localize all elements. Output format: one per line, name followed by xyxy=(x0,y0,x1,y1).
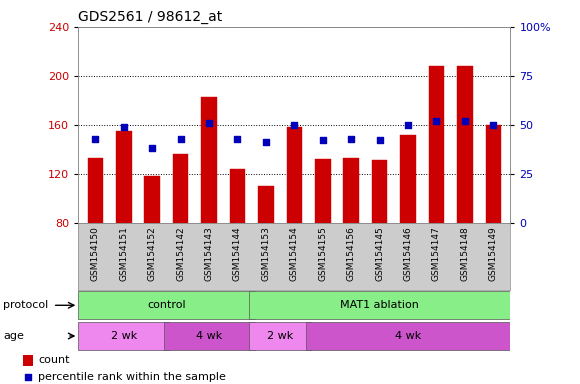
Bar xyxy=(201,97,217,223)
Point xyxy=(261,139,270,146)
Point xyxy=(176,136,185,142)
Point xyxy=(289,122,299,128)
Bar xyxy=(173,154,189,223)
Text: GSM154144: GSM154144 xyxy=(233,226,242,281)
Bar xyxy=(144,176,160,223)
Bar xyxy=(429,66,444,223)
Text: protocol: protocol xyxy=(3,300,48,310)
Point xyxy=(119,124,128,130)
Point xyxy=(489,122,498,128)
Text: percentile rank within the sample: percentile rank within the sample xyxy=(38,372,226,382)
Text: count: count xyxy=(38,355,70,365)
Bar xyxy=(287,127,302,223)
Point xyxy=(147,145,157,151)
Text: GSM154152: GSM154152 xyxy=(148,226,157,281)
Bar xyxy=(249,291,510,319)
Text: GSM154150: GSM154150 xyxy=(91,226,100,281)
Text: GSM154143: GSM154143 xyxy=(205,226,213,281)
Bar xyxy=(230,169,245,223)
Bar xyxy=(78,322,169,350)
Text: GSM154149: GSM154149 xyxy=(489,226,498,281)
Text: age: age xyxy=(3,331,24,341)
Text: GSM154146: GSM154146 xyxy=(404,226,412,281)
Text: control: control xyxy=(147,300,186,310)
Bar xyxy=(258,186,274,223)
Text: 2 wk: 2 wk xyxy=(267,331,293,341)
Text: 4 wk: 4 wk xyxy=(196,331,222,341)
Text: 4 wk: 4 wk xyxy=(395,331,421,341)
Bar xyxy=(78,291,255,319)
Point xyxy=(404,122,413,128)
Point xyxy=(233,136,242,142)
Text: GSM154154: GSM154154 xyxy=(290,226,299,281)
Bar xyxy=(315,159,331,223)
Point xyxy=(432,118,441,124)
Bar xyxy=(306,322,510,350)
Text: MAT1 ablation: MAT1 ablation xyxy=(340,300,419,310)
Bar xyxy=(485,125,501,223)
Text: GSM154142: GSM154142 xyxy=(176,226,185,281)
Text: 2 wk: 2 wk xyxy=(111,331,137,341)
Point xyxy=(432,305,441,311)
Text: GSM154148: GSM154148 xyxy=(461,226,469,281)
Bar xyxy=(343,158,359,223)
Text: GSM154151: GSM154151 xyxy=(119,226,128,281)
Point xyxy=(375,137,385,144)
Bar xyxy=(249,322,311,350)
Bar xyxy=(372,160,387,223)
Bar xyxy=(400,134,416,223)
Point xyxy=(318,137,328,144)
Point xyxy=(204,120,213,126)
Text: GSM154147: GSM154147 xyxy=(432,226,441,281)
Point xyxy=(90,136,100,142)
Bar xyxy=(88,158,103,223)
Bar xyxy=(116,131,132,223)
Text: GSM154156: GSM154156 xyxy=(347,226,356,281)
Bar xyxy=(457,66,473,223)
Text: GSM154153: GSM154153 xyxy=(262,226,270,281)
Text: GSM154145: GSM154145 xyxy=(375,226,384,281)
Bar xyxy=(164,322,255,350)
Text: GSM154155: GSM154155 xyxy=(318,226,327,281)
Point xyxy=(347,136,356,142)
Bar xyxy=(23,355,32,366)
Text: GDS2561 / 98612_at: GDS2561 / 98612_at xyxy=(78,10,223,25)
Point xyxy=(461,118,470,124)
